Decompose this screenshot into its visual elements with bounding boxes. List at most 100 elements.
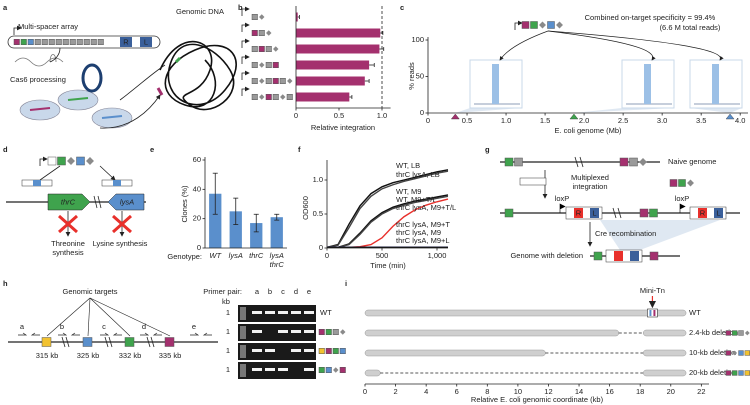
y-tick-label: 40 <box>193 184 201 193</box>
arrows <box>49 47 166 129</box>
spacer-box <box>41 39 48 45</box>
spacer-diamond <box>287 78 293 84</box>
spacer-box <box>82 337 93 347</box>
x-tick-label: 2 <box>393 387 397 396</box>
y-axis-label: OD600 <box>301 196 310 220</box>
x-tick-label: 18 <box>636 387 644 396</box>
gene <box>107 193 145 211</box>
x-tick-label: lysA thrC <box>270 252 284 268</box>
label: 332 kb <box>119 351 142 360</box>
panel-letter: i <box>345 279 347 288</box>
spacer-box <box>251 46 258 52</box>
gel <box>238 305 316 322</box>
spacer-box <box>251 78 258 84</box>
label: Genomic DNA <box>176 7 224 16</box>
marker <box>450 113 460 120</box>
genomic-dna <box>159 40 237 111</box>
band <box>252 330 262 333</box>
x-tick-label: 16 <box>605 387 613 396</box>
connector <box>156 87 164 96</box>
promoter <box>241 22 250 32</box>
tnsc <box>81 63 103 93</box>
spacer-box <box>265 46 272 52</box>
bar <box>296 12 298 22</box>
promoter <box>39 156 48 166</box>
connector <box>617 207 622 219</box>
spacer-box <box>530 21 538 29</box>
wrapped-label: Multiplexed integration <box>571 174 609 190</box>
x-axis-label: Relative E. coli genomic coordinate (kb) <box>471 395 604 404</box>
series-label: thrC lysA, LB <box>396 170 440 179</box>
primer <box>58 332 80 336</box>
spacer-box <box>639 208 649 218</box>
inset-shadow <box>573 108 674 113</box>
bar <box>296 76 365 86</box>
connector <box>46 297 91 337</box>
spacer-box <box>258 30 265 36</box>
band <box>278 311 288 314</box>
x-tick-label: 12 <box>544 387 552 396</box>
promoter <box>241 70 250 80</box>
spacer-diamond <box>744 330 750 336</box>
wrapped-label: Threonine synthesis <box>51 240 85 257</box>
bar <box>209 193 222 248</box>
label: kb <box>222 297 230 306</box>
bar <box>364 329 620 337</box>
y-tick-label: 50 <box>416 71 424 80</box>
x-tick-label: WT <box>209 252 222 260</box>
y-axis-label: % reads <box>407 62 416 90</box>
x-tick-label: 4.0 <box>735 116 745 125</box>
bar <box>364 309 687 317</box>
spacer-box <box>251 14 258 20</box>
label: R <box>123 37 129 46</box>
series-label: thrC lysA, M9+T <box>396 220 450 229</box>
spacer-diamond <box>259 78 265 84</box>
x-tick-label: 2.5 <box>618 116 628 125</box>
x-tick-label: 0 <box>426 116 430 125</box>
inset-arrow <box>547 30 724 61</box>
spacer-box <box>272 94 279 100</box>
ladder <box>240 307 246 320</box>
y-tick-label: 0 <box>197 243 201 252</box>
label: Genome with deletion <box>510 251 583 260</box>
spacer-diamond <box>539 21 546 29</box>
panel-letter: a <box>3 3 8 12</box>
hairpins <box>14 54 64 67</box>
x-tick-label: 0 <box>294 111 298 120</box>
spacer-box <box>265 62 272 68</box>
wrapped-label: Lysine synthesis <box>92 240 148 248</box>
label: L <box>716 208 720 217</box>
x-tick-label: 6 <box>455 387 459 396</box>
x-axis-label: Relative integration <box>311 123 375 132</box>
spacer-box <box>76 156 85 166</box>
x-tick-label: lysA <box>228 252 243 260</box>
series-label: thrC lysA, M9 <box>396 228 441 237</box>
marker <box>725 113 735 120</box>
band <box>265 368 275 371</box>
label: a <box>20 322 25 331</box>
ladder <box>240 326 246 339</box>
spacer-box <box>279 78 286 84</box>
l-end <box>630 251 639 261</box>
connector <box>89 297 171 337</box>
spacer-box <box>744 350 750 356</box>
spacer-diamond <box>639 158 647 166</box>
bar <box>364 369 381 377</box>
spacer-box <box>504 157 514 167</box>
connector <box>97 195 102 209</box>
inset-shadow <box>455 108 522 113</box>
x-tick-label: 1.5 <box>540 116 550 125</box>
connector <box>579 156 584 168</box>
block <box>112 214 132 234</box>
x-tick-label: 3.5 <box>696 116 706 125</box>
spacer-box <box>318 329 325 335</box>
spacer-diamond <box>333 367 339 373</box>
promoter <box>241 86 250 96</box>
connector <box>146 336 151 348</box>
spacer-box <box>725 330 732 336</box>
band <box>291 330 301 333</box>
x-tick-label: 8 <box>485 387 489 396</box>
x-tick-label: 0.5 <box>462 116 472 125</box>
spacer-box <box>13 39 20 45</box>
